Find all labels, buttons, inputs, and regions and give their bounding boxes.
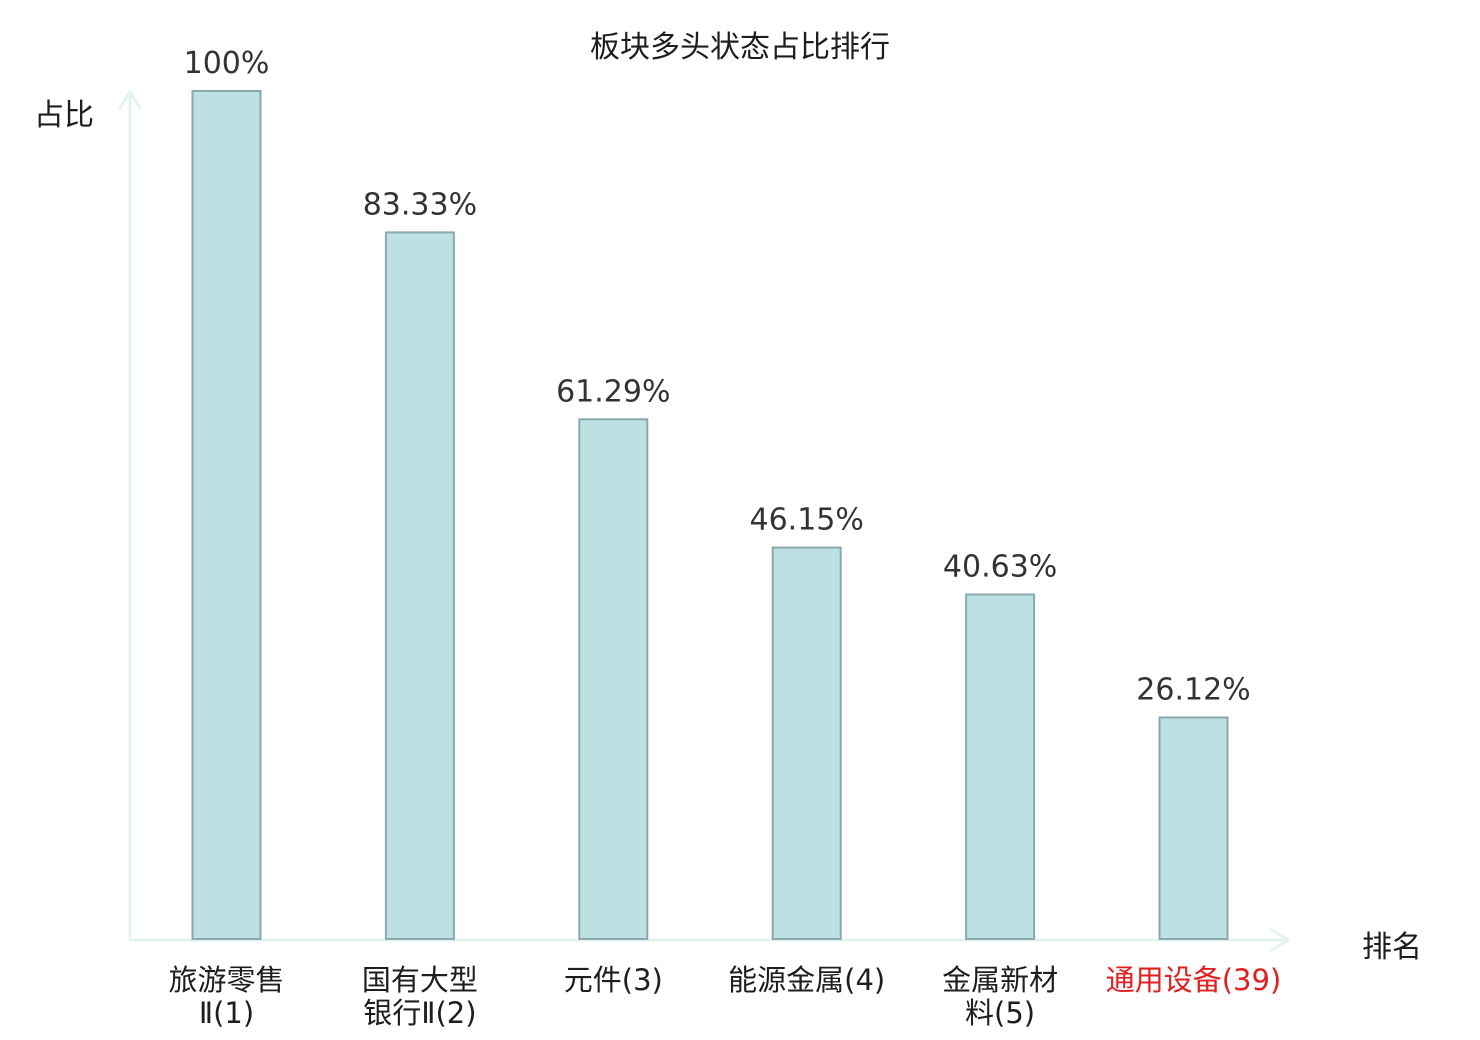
category-label-4: 能源金属(4) [712, 964, 902, 997]
category-rank: (3) [621, 963, 663, 997]
value-label-3: 61.29% [556, 374, 670, 409]
category-name: 旅游零售 Ⅱ [168, 963, 285, 1030]
category-label-5: 金属新材 料(5) [905, 964, 1095, 1030]
x-axis-arrow-icon [1270, 928, 1290, 952]
category-name: 国有大型 银行Ⅱ [361, 963, 478, 1030]
bar-1 [191, 90, 262, 940]
category-name: 能源金属 [728, 963, 845, 997]
category-rank: (4) [844, 963, 886, 997]
bar-5 [965, 593, 1036, 940]
y-axis-arrow-icon [118, 90, 142, 110]
x-axis-label: 排名 [1362, 930, 1422, 965]
value-label-4: 46.15% [750, 503, 864, 538]
value-label-6: 26.12% [1136, 673, 1250, 708]
category-rank: (2) [435, 996, 477, 1030]
category-label-3: 元件(3) [518, 964, 708, 997]
category-name: 通用设备 [1105, 963, 1222, 997]
value-labels: 100% 83.33% 61.29% 46.15% 40.63% 26.12% [184, 46, 1251, 708]
bar-4 [771, 546, 842, 940]
category-name: 金属新材 料 [942, 963, 1059, 1030]
category-rank: (5) [994, 996, 1036, 1030]
chart-title: 板块多头状态占比排行 [590, 30, 890, 65]
bars [191, 90, 1229, 940]
category-name: 元件 [563, 963, 622, 997]
bar-6 [1158, 716, 1229, 940]
category-rank: (39) [1221, 963, 1282, 997]
value-label-2: 83.33% [363, 187, 477, 222]
category-rank: (1) [213, 996, 255, 1030]
y-axis-label: 占比 [34, 98, 94, 133]
bar-3 [578, 418, 649, 940]
category-label-6: 通用设备(39) [1099, 964, 1289, 997]
axes [118, 90, 1290, 952]
bar-2 [384, 231, 455, 940]
value-label-1: 100% [184, 46, 270, 81]
value-label-5: 40.63% [943, 550, 1057, 585]
category-label-2: 国有大型 银行Ⅱ(2) [325, 964, 515, 1030]
category-label-1: 旅游零售 Ⅱ(1) [132, 964, 322, 1030]
